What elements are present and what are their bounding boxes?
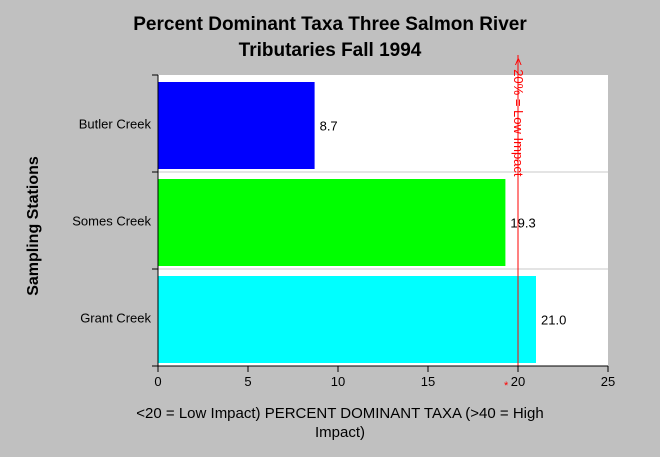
bar-value-label: 19.3 bbox=[510, 216, 535, 231]
bar bbox=[158, 82, 315, 169]
bar-value-label: 8.7 bbox=[320, 119, 338, 134]
category-label: Somes Creek bbox=[72, 214, 151, 229]
bar bbox=[158, 276, 536, 363]
x-tick-label: 15 bbox=[421, 374, 435, 389]
x-axis-label: <20 = Low Impact) PERCENT DOMINANT TAXA … bbox=[136, 405, 544, 441]
x-tick-label: 20 bbox=[511, 374, 525, 389]
chart-title-line2: Tributaries Fall 1994 bbox=[238, 40, 422, 61]
x-tick-label: 0 bbox=[154, 374, 161, 389]
bar-value-label: 21.0 bbox=[541, 313, 566, 328]
category-label: Grant Creek bbox=[80, 311, 151, 326]
bar bbox=[158, 179, 506, 266]
gridlines bbox=[158, 171, 608, 270]
reference-line-label: < 20% = Low Impact bbox=[511, 58, 526, 177]
bars: 8.7 Butler Creek 19.3 Somes Creek 21.0 Grant … bbox=[72, 82, 566, 363]
reference-line-group: < 20% = Low Impact * bbox=[504, 55, 526, 392]
x-tick-label: 25 bbox=[601, 374, 615, 389]
category-label: Butler Creek bbox=[79, 117, 152, 132]
x-tick-label: 10 bbox=[331, 374, 345, 389]
axes: 0 5 10 15 20 25 bbox=[152, 74, 615, 389]
reference-marker: * bbox=[504, 380, 509, 392]
x-tick-label: 5 bbox=[244, 374, 251, 389]
chart-title-line1: Percent Dominant Taxa Three Salmon River bbox=[133, 14, 527, 35]
